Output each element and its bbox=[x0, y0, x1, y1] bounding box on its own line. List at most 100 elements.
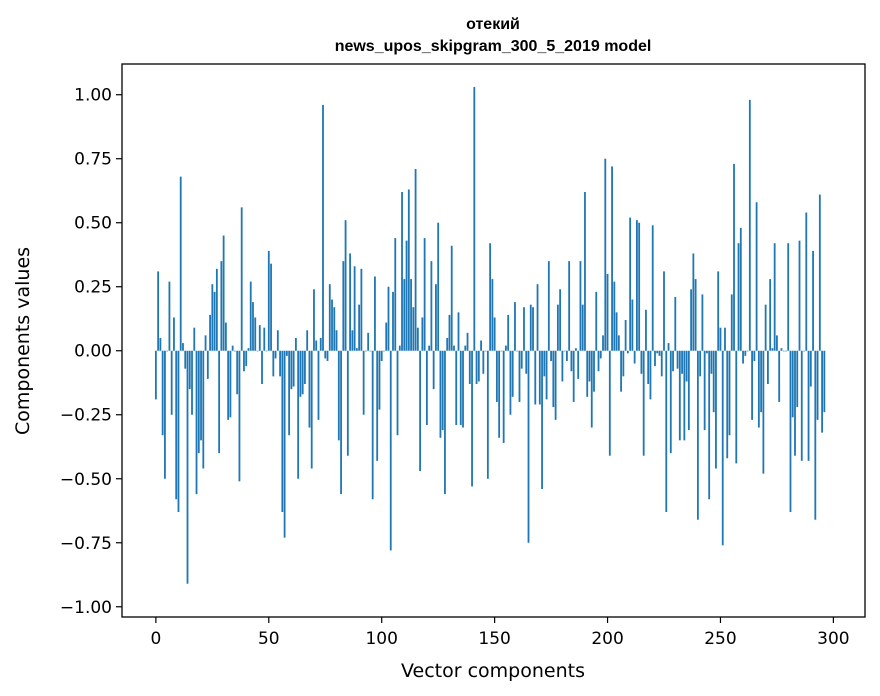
bar bbox=[387, 286, 390, 351]
bar bbox=[455, 350, 458, 425]
bar bbox=[638, 222, 641, 351]
bar bbox=[611, 166, 613, 351]
bar bbox=[355, 348, 358, 351]
bar bbox=[672, 350, 674, 372]
bar bbox=[164, 350, 166, 479]
bar bbox=[444, 350, 446, 495]
bar bbox=[706, 350, 708, 354]
bar bbox=[532, 307, 534, 351]
bar bbox=[730, 294, 733, 351]
bar bbox=[744, 350, 747, 356]
bar bbox=[410, 279, 412, 351]
bar bbox=[407, 189, 410, 351]
bar bbox=[593, 350, 595, 392]
bar bbox=[724, 327, 726, 351]
x-tick-label: 200 bbox=[591, 629, 623, 649]
y-tick-label: −0.25 bbox=[60, 406, 112, 426]
y-tick-label: −1.00 bbox=[60, 598, 112, 618]
bar bbox=[640, 350, 643, 374]
bar bbox=[769, 279, 772, 351]
bar bbox=[762, 350, 765, 474]
bar bbox=[154, 350, 157, 400]
bar bbox=[254, 317, 257, 351]
bar bbox=[313, 289, 315, 351]
bar bbox=[337, 350, 340, 441]
bar bbox=[748, 99, 751, 351]
bar bbox=[396, 350, 399, 436]
bar bbox=[376, 350, 379, 461]
bar bbox=[229, 350, 232, 418]
bar bbox=[782, 350, 785, 352]
bar bbox=[157, 271, 160, 351]
bar bbox=[685, 350, 688, 382]
bar bbox=[563, 350, 566, 352]
bar bbox=[581, 304, 584, 351]
bar bbox=[764, 304, 767, 351]
bar-series bbox=[154, 87, 826, 584]
bar bbox=[667, 343, 670, 351]
x-tick-label: 100 bbox=[365, 629, 397, 649]
bar bbox=[279, 350, 281, 377]
bar bbox=[694, 279, 697, 351]
bar bbox=[658, 350, 661, 356]
bar bbox=[602, 335, 604, 351]
bar bbox=[453, 345, 455, 351]
bar bbox=[344, 220, 347, 351]
bar bbox=[541, 350, 543, 489]
bar bbox=[699, 350, 702, 377]
bar bbox=[742, 350, 744, 364]
bar bbox=[401, 192, 403, 351]
bar bbox=[398, 345, 401, 351]
bar bbox=[222, 235, 225, 351]
bar bbox=[568, 261, 571, 351]
bar bbox=[818, 194, 821, 351]
bar bbox=[374, 276, 376, 351]
bar bbox=[751, 350, 753, 420]
bar bbox=[760, 350, 763, 413]
bar bbox=[647, 350, 650, 385]
bar bbox=[489, 243, 492, 351]
bar bbox=[615, 312, 618, 351]
bar bbox=[584, 192, 586, 351]
bar bbox=[812, 250, 814, 351]
bar bbox=[301, 350, 304, 395]
bar bbox=[803, 350, 805, 352]
bar bbox=[511, 350, 514, 397]
bar bbox=[663, 271, 665, 351]
bar bbox=[577, 350, 580, 379]
bar bbox=[778, 350, 781, 402]
bar bbox=[622, 350, 625, 377]
bar bbox=[276, 330, 279, 351]
bar bbox=[446, 337, 449, 351]
x-tick-label: 150 bbox=[478, 629, 510, 649]
bar bbox=[559, 289, 562, 351]
bar bbox=[534, 350, 537, 405]
y-tick-label: 0.25 bbox=[74, 278, 112, 298]
bar bbox=[389, 350, 392, 551]
bar bbox=[649, 350, 652, 400]
bar bbox=[182, 343, 184, 351]
bar bbox=[473, 87, 476, 351]
bar bbox=[692, 253, 695, 351]
bar bbox=[204, 335, 207, 351]
bar bbox=[536, 284, 539, 351]
bar bbox=[821, 350, 823, 433]
bar bbox=[690, 289, 693, 351]
bar bbox=[805, 212, 808, 351]
bar bbox=[798, 240, 801, 351]
bar bbox=[186, 350, 189, 584]
bar bbox=[333, 307, 336, 351]
bar bbox=[538, 350, 541, 405]
x-axis: 0 50 100 150 200 250 300 bbox=[150, 617, 850, 649]
bar bbox=[527, 350, 530, 543]
bar bbox=[687, 350, 690, 431]
bar bbox=[475, 350, 478, 385]
bar bbox=[310, 350, 313, 469]
bar bbox=[590, 350, 593, 428]
bar bbox=[240, 207, 243, 351]
bar bbox=[263, 327, 266, 351]
bar bbox=[288, 350, 291, 436]
x-axis-label: Vector components bbox=[401, 660, 585, 682]
bar bbox=[432, 350, 435, 390]
